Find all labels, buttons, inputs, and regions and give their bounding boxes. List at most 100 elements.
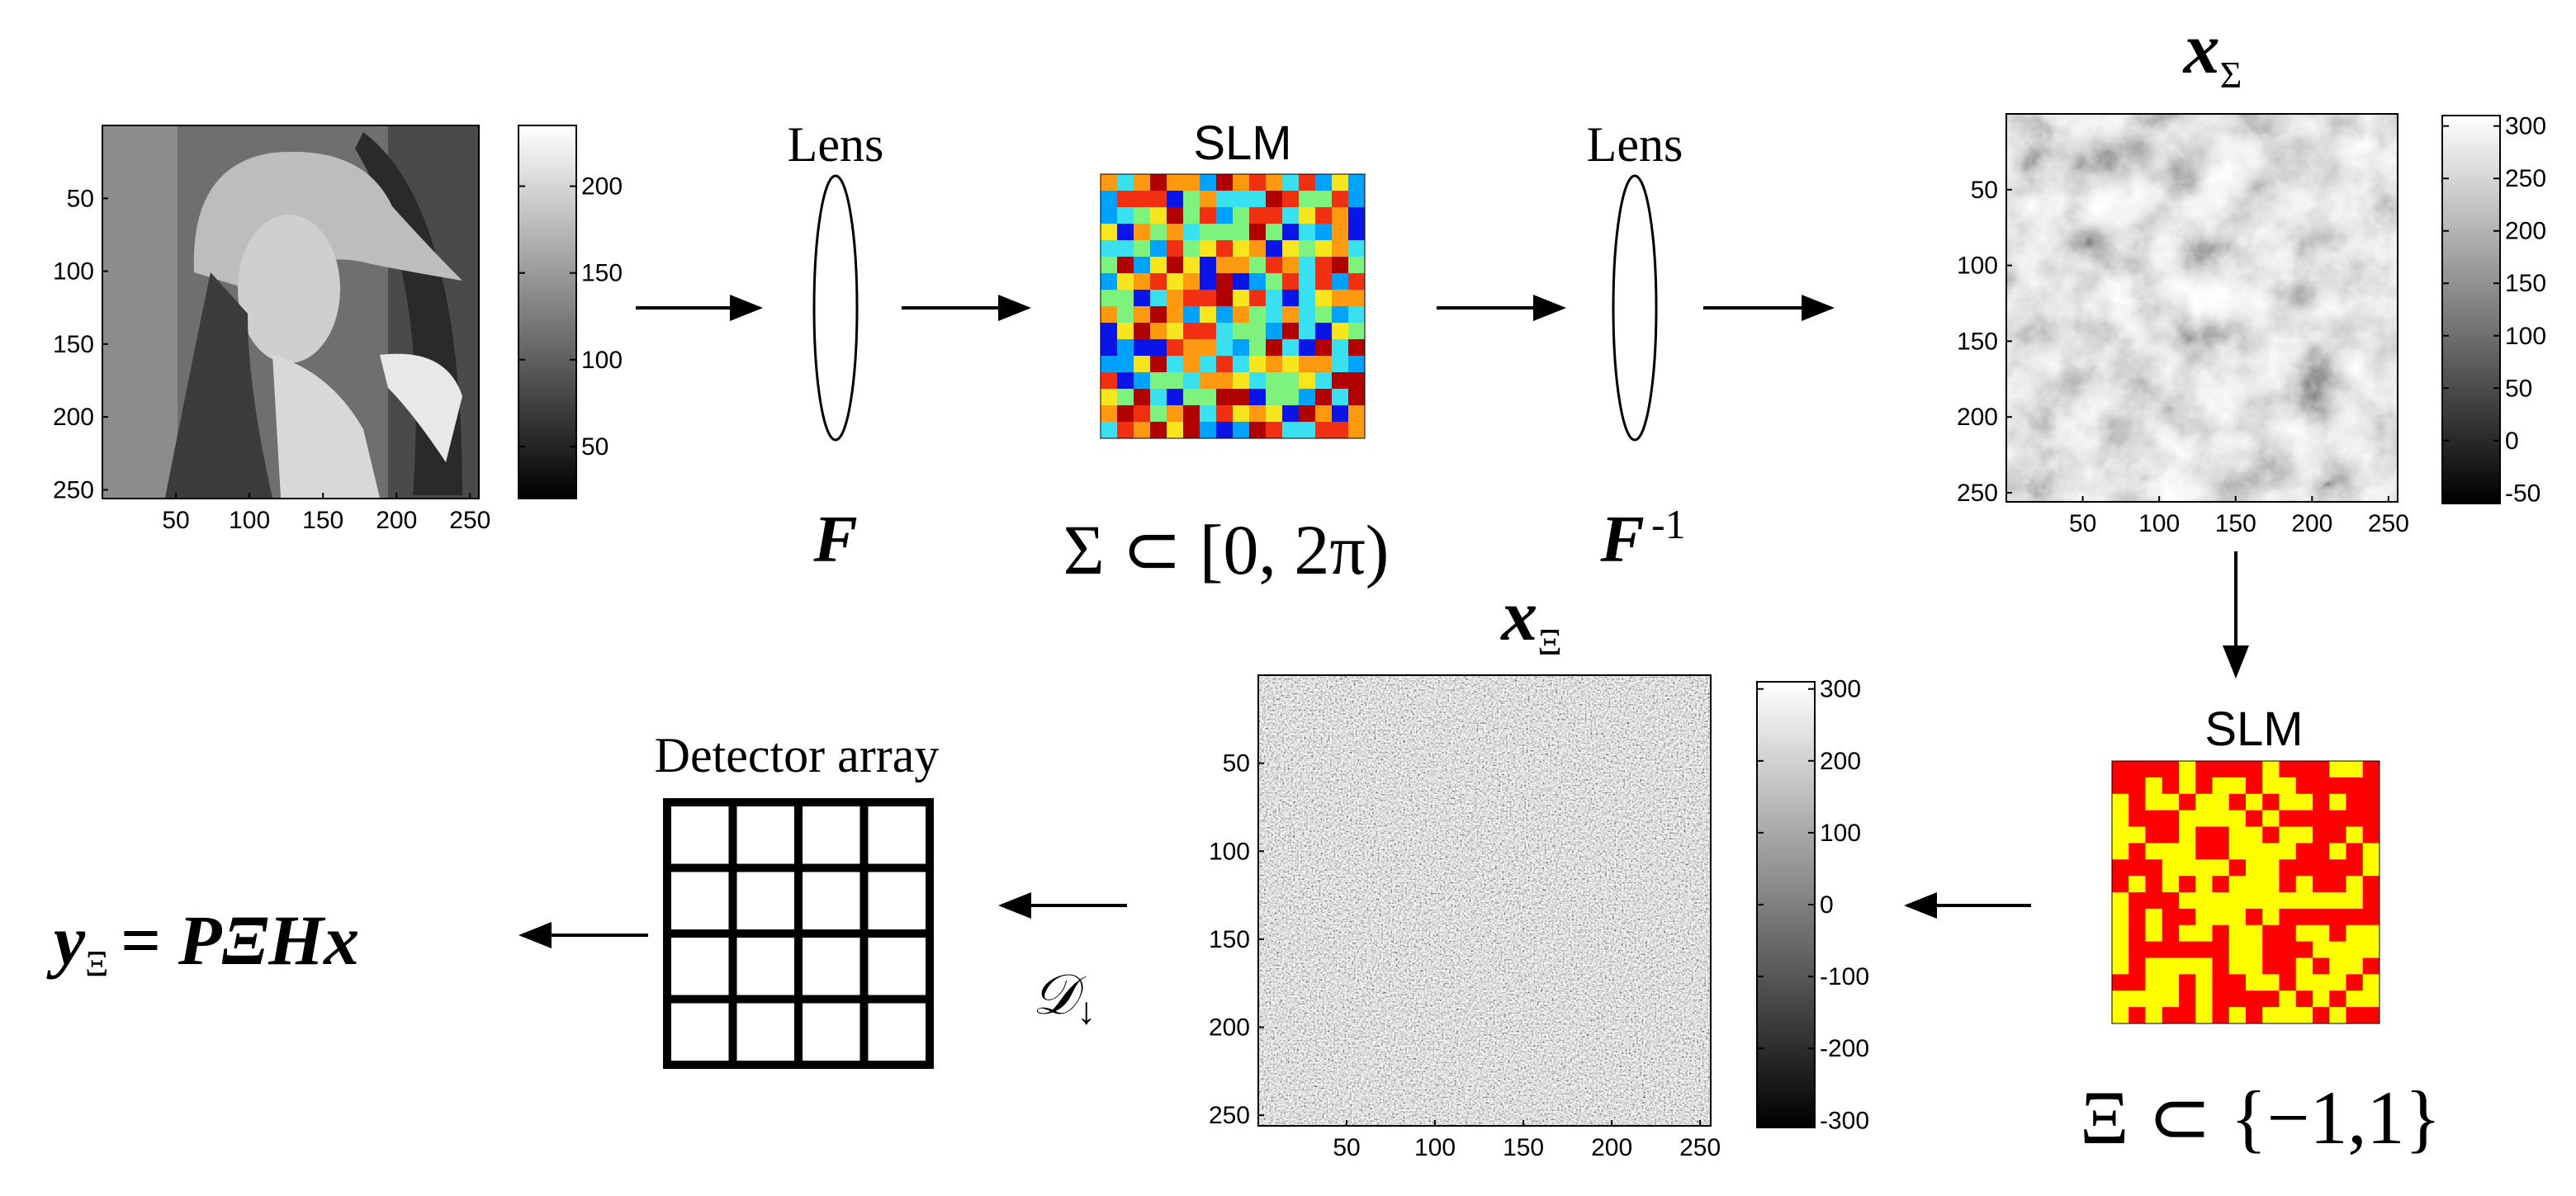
slm-phase-cell bbox=[1216, 405, 1234, 423]
slm-phase-cell bbox=[1167, 257, 1184, 274]
slm-phase-cell bbox=[1249, 339, 1267, 357]
slm-binary-cell bbox=[2129, 810, 2146, 827]
slm-binary-cell bbox=[2313, 924, 2330, 943]
slm-phase-cell bbox=[1200, 306, 1217, 324]
slm-phase-cell bbox=[1266, 240, 1283, 258]
colorbar-tick-label: 150 bbox=[581, 260, 623, 287]
slm-phase-cell bbox=[1266, 207, 1283, 225]
slm-binary-cell bbox=[2145, 924, 2163, 943]
slm-phase: SLM Σ ⊂ [0, 2π) bbox=[1063, 116, 1390, 589]
slm-binary-cell bbox=[2112, 1007, 2129, 1024]
slm-phase-cell bbox=[1101, 191, 1118, 208]
slm-phase-cell bbox=[1266, 191, 1283, 208]
slm-binary-cell bbox=[2145, 810, 2163, 827]
slm-binary-cell bbox=[2129, 941, 2146, 958]
slm-binary-cell bbox=[2262, 908, 2280, 926]
slm-binary-cell bbox=[2246, 793, 2263, 811]
slm-binary-cell bbox=[2145, 892, 2163, 910]
output-equation: yΞ = PΞHx bbox=[46, 901, 359, 984]
slm-binary-cell bbox=[2295, 843, 2313, 860]
slm-phase-cell bbox=[1167, 372, 1184, 390]
slm-phase-cell bbox=[1216, 306, 1234, 324]
slm-binary-cell bbox=[2246, 892, 2263, 910]
slm-phase-cell bbox=[1200, 290, 1217, 307]
lens-1-shape bbox=[812, 174, 859, 442]
slm-phase-cell bbox=[1348, 240, 1366, 258]
slm-phase-cell bbox=[1315, 257, 1333, 274]
slm-binary-cell bbox=[2145, 990, 2163, 1008]
slm-binary-cell bbox=[2362, 793, 2380, 811]
slm-binary-cell bbox=[2313, 941, 2330, 958]
slm-binary-cell bbox=[2313, 843, 2330, 860]
slm-binary-cell bbox=[2162, 793, 2180, 811]
slm-phase-cell bbox=[1117, 290, 1134, 307]
slm-phase-cell bbox=[1299, 240, 1316, 258]
slm-phase-cell bbox=[1101, 257, 1118, 274]
slm-phase-cell bbox=[1216, 389, 1234, 406]
slm-phase-cell bbox=[1101, 372, 1118, 390]
slm-phase-cell bbox=[1315, 290, 1333, 307]
slm-phase-cell bbox=[1348, 207, 1366, 225]
slm-binary-cell bbox=[2179, 810, 2196, 827]
slm-phase-cell bbox=[1332, 174, 1349, 191]
slm-binary-cell bbox=[2362, 761, 2380, 778]
slm-binary-cell bbox=[2145, 843, 2163, 860]
slm-phase-cell bbox=[1315, 422, 1333, 439]
slm-binary-cell bbox=[2246, 876, 2263, 893]
slm-phase-cell bbox=[1134, 422, 1151, 439]
slm-binary-cell bbox=[2145, 974, 2163, 991]
slm-binary-cell bbox=[2179, 777, 2196, 795]
slm-binary-cell bbox=[2129, 793, 2146, 811]
slm-binary-cell bbox=[2228, 826, 2247, 844]
slm-phase-cell bbox=[1233, 306, 1250, 324]
slm-binary-cell bbox=[2279, 908, 2297, 926]
slm-binary-cell bbox=[2313, 793, 2330, 811]
slm-phase-cell bbox=[1233, 191, 1250, 208]
slm-phase-cell bbox=[1266, 356, 1283, 373]
slm-phase-cell bbox=[1117, 306, 1134, 324]
slm-phase-cell bbox=[1101, 174, 1118, 191]
slm-phase-cell bbox=[1101, 389, 1118, 406]
slm-binary-cell bbox=[2112, 908, 2129, 926]
slm-binary-cell bbox=[2362, 843, 2380, 860]
slm-phase-cell bbox=[1167, 207, 1184, 225]
slm-binary-cell bbox=[2212, 957, 2230, 975]
slm-phase-cell bbox=[1249, 372, 1267, 390]
slm-binary-cell bbox=[2145, 761, 2163, 778]
slm-binary-cell bbox=[2212, 941, 2230, 958]
slm-binary-cell bbox=[2112, 990, 2129, 1008]
slm-binary-cell bbox=[2195, 826, 2213, 844]
slm-phase-cell bbox=[1101, 356, 1118, 373]
slm-binary-cell bbox=[2362, 826, 2380, 844]
slm-binary-cell bbox=[2228, 761, 2247, 778]
slm-phase-cell bbox=[1332, 339, 1349, 357]
slm-binary-cell bbox=[2228, 990, 2247, 1008]
slm-binary-cell bbox=[2112, 892, 2129, 910]
slm-binary-cell bbox=[2162, 859, 2180, 877]
slm-phase-cell bbox=[1299, 356, 1316, 373]
slm-phase-cell bbox=[1348, 405, 1366, 423]
slm-phase-cell bbox=[1315, 339, 1333, 357]
slm-phase-cell bbox=[1200, 356, 1217, 373]
slm-phase-cell bbox=[1216, 174, 1234, 191]
slm-binary-cell bbox=[2362, 990, 2380, 1008]
slm-binary-cell bbox=[2195, 876, 2213, 893]
slm-phase-cell bbox=[1299, 191, 1316, 208]
slm-phase-cell bbox=[1167, 356, 1184, 373]
slm-binary-cell bbox=[2179, 941, 2196, 958]
lens-2-symbol: F bbox=[1599, 503, 1644, 576]
slm-binary-cell bbox=[2279, 843, 2297, 860]
slm-phase-cell bbox=[1282, 389, 1300, 406]
colorbar-tick-label: -100 bbox=[1820, 963, 1869, 990]
slm-binary-cell bbox=[2179, 990, 2196, 1008]
slm-binary-cell bbox=[2162, 810, 2180, 827]
slm-binary-cell bbox=[2162, 826, 2180, 844]
slm-phase-cell bbox=[1332, 422, 1349, 439]
slm-phase-cell bbox=[1183, 323, 1200, 340]
slm-binary-cell bbox=[2162, 1007, 2180, 1024]
slm-binary-cell bbox=[2145, 777, 2163, 795]
slm-binary-cell bbox=[2112, 924, 2129, 943]
slm-phase-cell bbox=[1282, 306, 1300, 324]
slm-phase-cell bbox=[1233, 174, 1250, 191]
